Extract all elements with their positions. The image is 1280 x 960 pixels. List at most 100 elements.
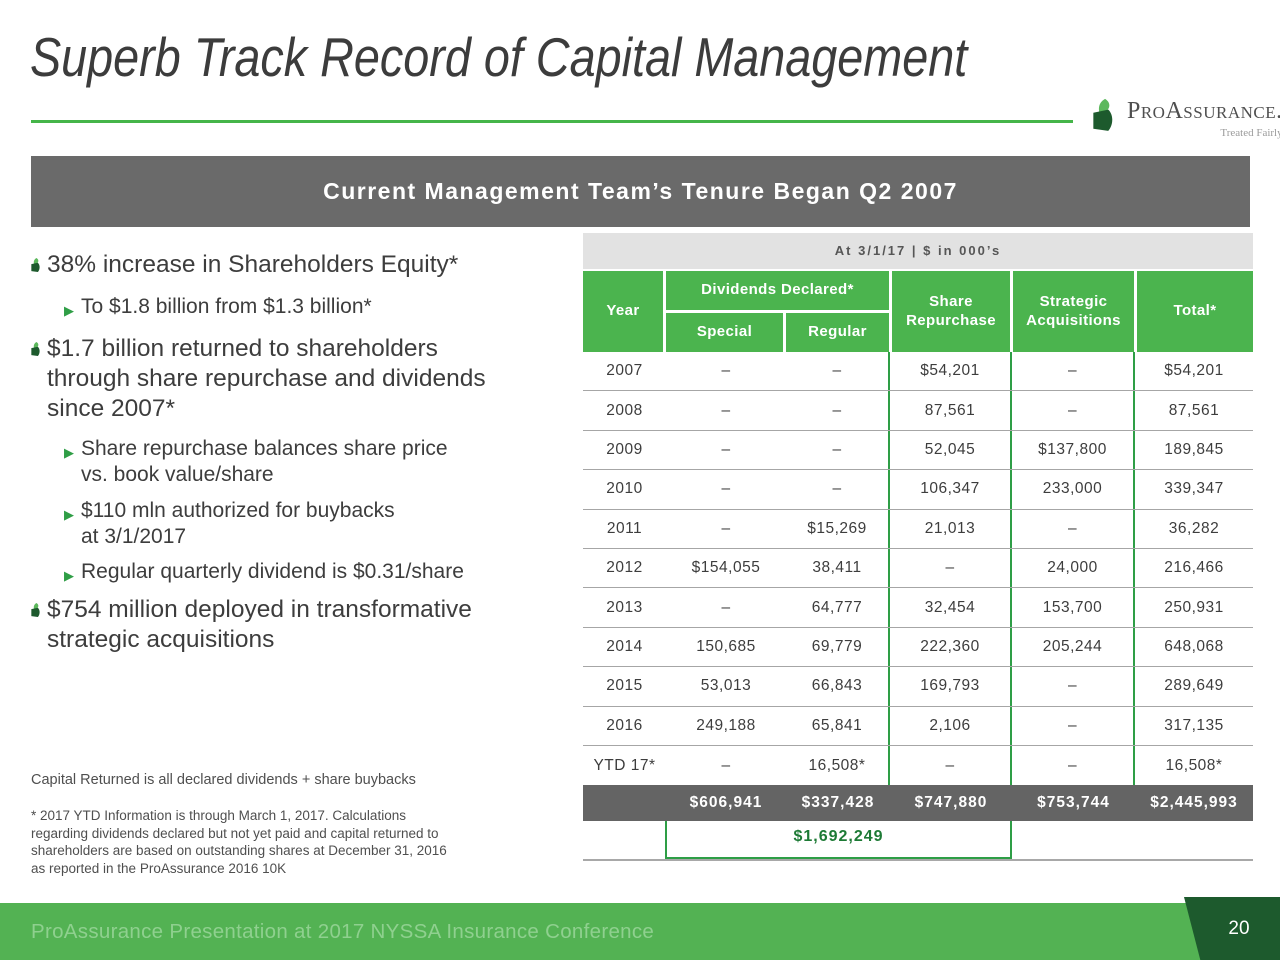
- cell-strategic-acquisitions: –: [1012, 706, 1135, 745]
- arrow-bullet-icon: ▶: [64, 507, 74, 522]
- table-row: 2009 – – 52,045 $137,800 189,845: [583, 430, 1253, 471]
- cell-total: $54,201: [1164, 362, 1224, 380]
- leaf-bullet-icon: [31, 603, 40, 618]
- cell-total: 87,561: [1168, 401, 1220, 419]
- cell-strategic-acquisitions: 205,244: [1012, 627, 1135, 667]
- header-cell-special: Special: [666, 313, 783, 352]
- cell-total: 339,347: [1164, 480, 1224, 498]
- bracket-right-line: [1010, 821, 1012, 860]
- cell-regular: 65,841: [786, 706, 890, 745]
- cell-year: 2007: [606, 362, 643, 380]
- title-underline: [31, 120, 1073, 123]
- cell-share-repurchase: 222,360: [890, 627, 1012, 667]
- cell-regular: –: [786, 470, 890, 509]
- bullet-item: ▶ To $1.8 billion from $1.3 billion*: [64, 294, 591, 320]
- arrow-bullet-icon: ▶: [64, 445, 74, 460]
- totals-cell-total: $2,445,993: [1150, 794, 1238, 812]
- cell-total: 36,282: [1168, 519, 1220, 537]
- table-row: 2013 – 64,777 32,454 153,700 250,931: [583, 588, 1253, 628]
- cell-strategic-acquisitions: –: [1012, 391, 1135, 430]
- logo-text: ProAssurance. Treated Fairly: [1127, 96, 1280, 139]
- cell-total: 250,931: [1164, 598, 1224, 616]
- bracket-bottom-line: [665, 857, 1012, 860]
- cell-strategic-acquisitions: $137,800: [1012, 430, 1135, 470]
- cell-special: $154,055: [691, 559, 761, 577]
- cell-special: –: [721, 480, 731, 498]
- bracket-left-line: [665, 821, 667, 860]
- cell-year: 2015: [606, 677, 643, 695]
- cell-special: –: [721, 519, 731, 537]
- cell-year: 2008: [606, 401, 643, 419]
- footer-bar: ProAssurance Presentation at 2017 NYSSA …: [0, 903, 1280, 960]
- cell-share-repurchase: –: [890, 745, 1012, 786]
- bullet-item: $754 million deployed in transformative …: [29, 595, 591, 655]
- bullet-text: Regular quarterly dividend is $0.31/shar…: [81, 560, 464, 583]
- totals-cell-year: [583, 785, 666, 821]
- table-row: 2015 53,013 66,843 169,793 – 289,649: [583, 667, 1253, 707]
- bullet-list: 38% increase in Shareholders Equity* ▶ T…: [29, 250, 591, 655]
- cell-special: –: [721, 598, 731, 616]
- bullet-item: 38% increase in Shareholders Equity*: [29, 250, 591, 280]
- cell-strategic-acquisitions: 233,000: [1012, 470, 1135, 509]
- cell-strategic-acquisitions: –: [1012, 667, 1135, 706]
- combined-total-value: $1,692,249: [793, 828, 884, 846]
- cell-special: –: [721, 362, 731, 380]
- cell-special: 150,685: [696, 637, 756, 655]
- totals-cell-share-repurchase: $747,880: [914, 794, 988, 812]
- cell-share-repurchase: $54,201: [890, 352, 1012, 391]
- cell-strategic-acquisitions: 24,000: [1012, 548, 1135, 588]
- banner: Current Management Team’s Tenure Began Q…: [31, 156, 1250, 227]
- bullet-text: $110 mln authorized for buybacks at 3/1/…: [81, 499, 395, 548]
- totals-cell-special: $606,941: [689, 794, 763, 812]
- table-row: 2016 249,188 65,841 2,106 – 317,135: [583, 706, 1253, 746]
- cell-regular: 16,508*: [786, 745, 890, 786]
- cell-year: 2014: [606, 637, 643, 655]
- cell-strategic-acquisitions: –: [1012, 352, 1135, 391]
- cell-strategic-acquisitions: –: [1012, 509, 1135, 548]
- cell-strategic-acquisitions: –: [1012, 745, 1135, 786]
- table-row: 2014 150,685 69,779 222,360 205,244 648,…: [583, 627, 1253, 668]
- cell-year: YTD 17*: [593, 756, 656, 774]
- bullet-item: ▶ $110 mln authorized for buybacks at 3/…: [64, 498, 591, 550]
- header-cell-total: Total*: [1137, 271, 1253, 352]
- cell-year: 2012: [606, 559, 643, 577]
- cell-regular: 66,843: [786, 667, 890, 706]
- cell-share-repurchase: 52,045: [890, 430, 1012, 470]
- table-body: 2007 – – $54,201 – $54,201 2008 – – 87,5…: [583, 352, 1253, 786]
- capital-table: At 3/1/17 | $ in 000’s Year Dividends De…: [583, 233, 1253, 862]
- cell-special: 53,013: [700, 677, 752, 695]
- logo-tagline: Treated Fairly: [1220, 127, 1280, 139]
- cell-special: –: [721, 401, 731, 419]
- bullet-item: $1.7 billion returned to shareholders th…: [29, 334, 591, 424]
- bullet-text: Share repurchase balances share price vs…: [81, 437, 448, 486]
- cell-year: 2016: [606, 716, 643, 734]
- totals-cell-regular: $337,428: [801, 794, 875, 812]
- cell-year: 2009: [606, 440, 643, 458]
- header-cell-strategic-acquisitions: Strategic Acquisitions: [1013, 271, 1134, 352]
- cell-share-repurchase: 106,347: [890, 470, 1012, 509]
- proassurance-logo: ProAssurance. Treated Fairly: [1088, 96, 1280, 139]
- cell-regular: 38,411: [786, 548, 890, 588]
- footer-text: ProAssurance Presentation at 2017 NYSSA …: [31, 920, 655, 943]
- cell-total: 16,508*: [1165, 756, 1223, 774]
- footnote-ytd: * 2017 YTD Information is through March …: [31, 808, 447, 876]
- cell-special: 249,188: [696, 716, 756, 734]
- cell-special: –: [721, 756, 731, 774]
- cell-year: 2010: [606, 480, 643, 498]
- totals-row: $606,941 $337,428 $747,880 $753,744 $2,4…: [583, 785, 1253, 822]
- table-caption: At 3/1/17 | $ in 000’s: [583, 233, 1253, 269]
- bullet-item: ▶ Regular quarterly dividend is $0.31/sh…: [64, 559, 591, 585]
- page-number: 20: [1184, 897, 1280, 960]
- bullet-text: 38% increase in Shareholders Equity*: [47, 251, 459, 278]
- cell-total: 648,068: [1164, 637, 1224, 655]
- table-row: 2012 $154,055 38,411 – 24,000 216,466: [583, 548, 1253, 589]
- cell-share-repurchase: 21,013: [890, 509, 1012, 548]
- cell-share-repurchase: –: [890, 548, 1012, 588]
- combined-total-bracket: $1,692,249: [583, 821, 1253, 862]
- cell-total: 317,135: [1164, 716, 1224, 734]
- cell-special: –: [721, 440, 731, 458]
- table-row: 2010 – – 106,347 233,000 339,347: [583, 470, 1253, 510]
- cell-total: 216,466: [1164, 559, 1224, 577]
- header-cell-dividends-declared: Dividends Declared*: [666, 271, 889, 310]
- cell-share-repurchase: 87,561: [890, 391, 1012, 430]
